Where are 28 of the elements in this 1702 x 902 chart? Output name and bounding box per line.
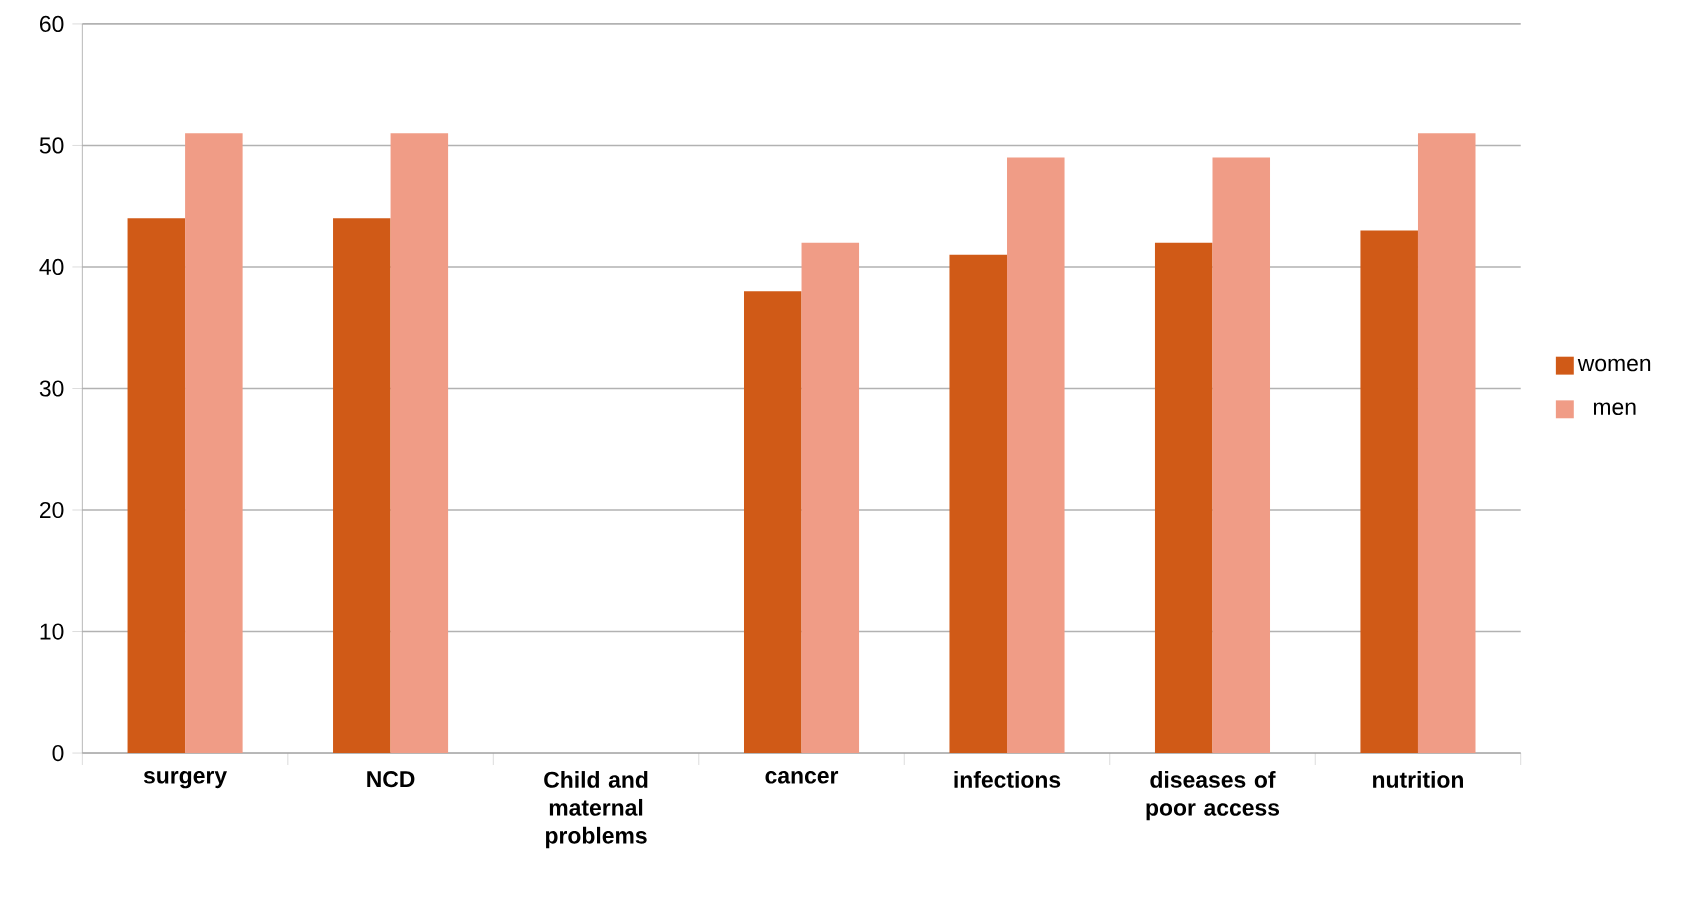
y-tick-label: 50 — [39, 137, 64, 154]
x-tick-label: cancer — [765, 770, 839, 784]
y-tick-label: 10 — [40, 623, 64, 640]
bar — [127, 218, 186, 753]
bar — [1154, 242, 1213, 753]
bar — [1007, 157, 1065, 753]
x-tick-label: surgery — [143, 770, 227, 788]
x-tick-label: nutrition — [1373, 770, 1463, 788]
legend-label: men — [1593, 402, 1636, 415]
bar — [1212, 157, 1271, 753]
bar — [1417, 133, 1476, 753]
bar — [333, 218, 391, 753]
x-tick-label: Child and maternal problems — [544, 770, 648, 848]
x-tick-label: NCD — [367, 770, 415, 788]
legend-label: women — [1577, 358, 1651, 372]
bar — [801, 242, 860, 753]
y-tick-label: 0 — [52, 744, 64, 761]
x-tick-label: infections — [954, 770, 1061, 788]
bar — [744, 291, 802, 753]
y-tick-label: 20 — [40, 501, 64, 518]
bar — [390, 133, 449, 753]
bar — [185, 133, 243, 753]
x-tick-label: diseases of poor access — [1146, 770, 1280, 821]
y-tick-label: 40 — [39, 258, 64, 275]
y-tick-label: 60 — [40, 15, 64, 32]
bar — [949, 254, 1008, 753]
y-tick-label: 30 — [39, 380, 64, 397]
bar — [1360, 230, 1418, 753]
